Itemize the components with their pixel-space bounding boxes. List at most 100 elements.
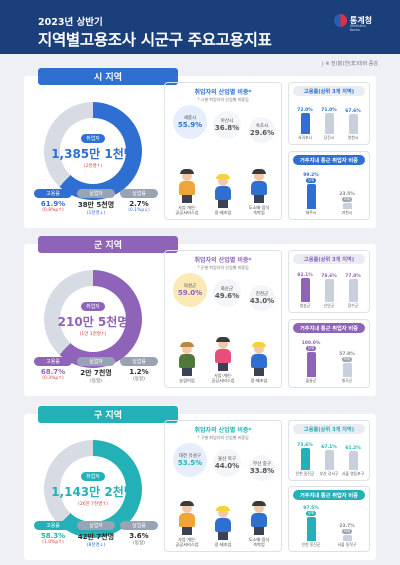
employed-change: (1만 1천명↑): [79, 331, 107, 337]
employment-rate-bars: 72.0% 서귀포시 71.0% 당진시 67.6% 영천시: [293, 97, 365, 141]
commute-bar: 99.2% 상위 제주시: [300, 173, 322, 216]
bar-value: 78.6%: [321, 273, 337, 279]
stat-change: (동일): [133, 377, 145, 382]
employed-label: 취업자: [81, 471, 105, 481]
stat-value: 38만 5천명: [77, 201, 115, 209]
ranking-panel: 고용률(상위 3개 지역) 82.1% 청송군 78.6% 신안군 77.8% 장수군 거주지…: [288, 250, 370, 388]
bubble-value: 44.0%: [214, 462, 240, 470]
rate-bar: 67.1% 부산 강서구: [318, 445, 340, 477]
section-card-si: 시 지역 취업자 1,385만 1천명 (2천명↑) 고용률 61.9% (0.8%p↑) 실…: [24, 68, 376, 228]
stat-item: 실업률 1.2% (동일): [120, 357, 158, 384]
commute-share: 거주지내 통근 취업자 비중 97.5% 상위 인천 옹진군 23.7% 하위 서울 동작구: [288, 486, 370, 552]
industry-people: 농림어업 사업·개인· 공공서비스업 광·제조업: [169, 336, 277, 384]
bar-value: 61.2%: [345, 446, 361, 452]
bar-fill: [342, 535, 352, 541]
industry-figure: 도소매·음식 숙박업: [242, 168, 276, 216]
employed-donut: 취업자 1,385만 1천명 (2천명↑): [44, 102, 142, 200]
industry-figure: 광·제조업: [206, 505, 240, 547]
share-bubble: 부산 중구 33.8%: [249, 455, 275, 481]
stat-value: 2.7%: [129, 200, 149, 208]
employment-rate-title: 고용률(상위 3개 지역): [293, 424, 365, 434]
stat-change: (0.8%p↑): [42, 208, 64, 213]
share-bubble: 세종시 55.9%: [173, 105, 207, 139]
employment-rate-top3: 고용률(상위 3개 지역) 73.6% 인천 옹진군 67.1% 부산 강서구 61.2%…: [288, 420, 370, 481]
stat-change: (1.0%p↑): [42, 540, 64, 545]
ranking-panel: 고용률(상위 3개 지역) 73.6% 인천 옹진군 67.1% 부산 강서구 61.2%…: [288, 420, 370, 552]
stat-label: 고용률: [34, 521, 72, 530]
section-tag: 군 지역: [38, 236, 178, 253]
bar-region: 제주시: [305, 210, 317, 215]
bubble-value: 43.0%: [249, 297, 275, 305]
commute-share-bars: 99.2% 상위 제주시 23.5% 하위 과천시: [293, 166, 365, 216]
bar-value: 73.6%: [297, 442, 313, 448]
industry-people: 사업·개인· 공공서비스업 광·제조업 도소매·음식 숙박업: [169, 168, 277, 216]
industry-share-note: * 시별 취업자의 산업별 비중임: [197, 97, 249, 102]
industry-label: 광·제조업: [214, 541, 232, 547]
stat-item: 고용률 61.9% (0.8%p↑): [34, 189, 72, 216]
industry-share-title: 취업자의 산업별 비중*: [194, 257, 252, 264]
bar-value: 23.5%: [339, 192, 355, 198]
bubble-region: 화순군: [220, 287, 234, 292]
bar-region: 영천시: [347, 135, 359, 141]
bar-fill: [324, 449, 334, 470]
bar-fill: [306, 352, 316, 377]
stat-change: (1천명↓): [86, 211, 106, 216]
section-card-gu: 구 지역 취업자 1,143만 2천명 (26만 7천명↑) 고용률 58.3% (1.0%…: [24, 406, 376, 560]
bar-fill: [348, 279, 358, 303]
bar-fill: [342, 362, 352, 377]
bar-fill: [342, 203, 352, 209]
rate-bar: 77.8% 장수군: [342, 274, 364, 309]
bar-region: 청송군: [299, 303, 311, 309]
stat-value: 3.6%: [129, 532, 149, 540]
stat-change: (8천명↓): [86, 543, 106, 548]
worker-icon: [212, 173, 234, 208]
commute-share: 거주지내 통근 취업자 비중 99.2% 상위 제주시 23.5% 하위 과천시: [288, 151, 370, 220]
taegeuk-icon: [333, 14, 347, 27]
bubble-region: 속초시: [255, 124, 269, 129]
donut-center: 취업자 210만 5천명 (1만 1천명↑): [58, 286, 128, 352]
bar-fill: [348, 114, 358, 135]
worker-icon: [176, 500, 198, 535]
rank-tag: 상위: [305, 178, 317, 184]
stat-change: (동일): [133, 541, 145, 546]
stat-row: 고용률 68.7% (0.3%p↑) 실업자 2만 7천명 (동일) 실업률 1.2% (동일): [34, 357, 158, 384]
bar-fill: [348, 451, 358, 470]
industry-label: 도소매·음식 숙박업: [248, 536, 270, 547]
bar-value: 67.1%: [321, 444, 337, 450]
stat-value: 61.9%: [40, 200, 66, 208]
industry-people: 사업·개인· 공공서비스업 광·제조업 도소매·음식 숙박업: [169, 500, 277, 548]
industry-share-panel: 취업자의 산업별 비중* * 군별 취업자의 산업별 비중임 의성군 59.0% 화순군…: [164, 250, 282, 388]
header-subtitle: 2023년 상반기: [38, 17, 103, 28]
industry-figure: 도소매·음식 숙박업: [242, 500, 276, 548]
bar-value: 97.5%: [303, 505, 319, 511]
statistics-korea-logo: 통계청 Statistics Korea: [333, 14, 372, 32]
rate-bar: 78.6% 신안군: [318, 274, 340, 310]
bubble-region: 진천군: [255, 292, 269, 297]
worker-icon: [248, 168, 270, 203]
worker-icon: [212, 505, 234, 540]
worker-icon: [248, 500, 270, 535]
share-bubble: 의성군 59.0%: [173, 273, 207, 307]
industry-label: 사업·개인· 공공서비스업: [175, 536, 199, 547]
bar-region: 칠곡군: [341, 378, 353, 383]
industry-figure: 농림어업: [170, 341, 204, 383]
commute-bar: 57.8% 하위 칠곡군: [336, 352, 358, 384]
bar-region: 서귀포시: [298, 135, 312, 141]
rank-tag: 상위: [305, 346, 317, 351]
employment-rate-top3: 고용률(상위 3개 지역) 72.0% 서귀포시 71.0% 당진시 67.6% 영천시: [288, 82, 370, 146]
industry-figure: 사업·개인· 공공서비스업: [206, 336, 240, 384]
bar-region: 서울 영등포구: [341, 470, 365, 476]
rate-bar: 67.6% 영천시: [342, 109, 364, 141]
stat-item: 실업자 42만 7천명 (8천명↓): [77, 521, 115, 548]
donut-center: 취업자 1,143만 2천명 (26만 7천명↑): [51, 456, 135, 522]
bubble-value: 49.6%: [214, 292, 240, 300]
bar-value: 100.0%: [301, 341, 321, 346]
stat-label: 고용률: [34, 357, 72, 366]
stat-item: 실업자 38만 5천명 (1천명↓): [77, 189, 115, 216]
bar-value: 23.7%: [339, 524, 355, 530]
bar-value: 77.8%: [345, 274, 361, 280]
rate-bar: 71.0% 당진시: [318, 108, 340, 141]
bubble-region: 세종시: [183, 116, 197, 121]
